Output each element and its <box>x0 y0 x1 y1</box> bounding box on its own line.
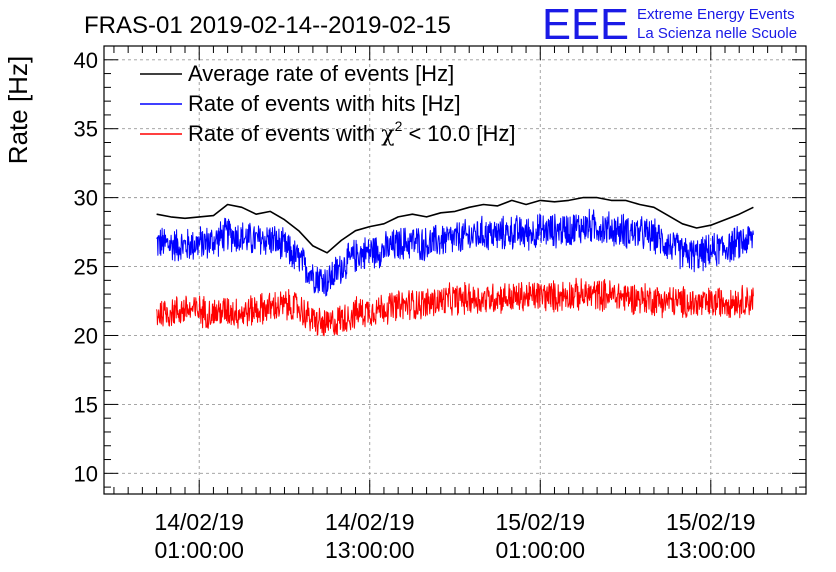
grid <box>104 46 806 494</box>
y-tick-label: 20 <box>74 323 98 348</box>
y-tick-label: 15 <box>74 392 98 417</box>
y-tick-label: 25 <box>74 255 98 280</box>
series-line-hits <box>156 208 754 297</box>
series-line-average <box>156 196 754 254</box>
x-tick-label-date: 15/02/19 <box>666 509 756 535</box>
y-tick-label: 35 <box>74 117 98 142</box>
x-tick-label-time: 13:00:00 <box>666 537 756 563</box>
y-tick-label: 10 <box>74 461 98 486</box>
legend-label-chi2-suffix: < 10.0 [Hz] <box>402 121 515 146</box>
legend-label-chi2-superscript: 2 <box>395 118 403 134</box>
legend-label-chi2: Rate of events with χ2 < 10.0 [Hz] <box>188 118 515 147</box>
x-tick-label-time: 01:00:00 <box>154 537 244 563</box>
y-tick-label: 30 <box>74 186 98 211</box>
series-line-chi2 <box>156 277 754 337</box>
chart-title: FRAS-01 2019-02-14--2019-02-15 <box>84 12 451 39</box>
x-tick-label-time: 01:00:00 <box>495 537 585 563</box>
project-name-line1: Extreme Energy Events <box>637 6 795 23</box>
x-tick-label-date: 14/02/19 <box>325 509 415 535</box>
eee-logo: EEE <box>542 0 629 49</box>
x-tick-label-date: 14/02/19 <box>154 509 244 535</box>
legend-label-chi2-prefix: Rate of events with <box>188 121 381 146</box>
legend: Average rate of events [Hz] Rate of even… <box>140 61 515 147</box>
legend-label-hits: Rate of events with hits [Hz] <box>188 91 461 116</box>
legend-label-average: Average rate of events [Hz] <box>188 61 454 86</box>
y-tick-label: 40 <box>74 48 98 73</box>
x-tick-label-date: 15/02/19 <box>495 509 585 535</box>
series-group <box>156 196 754 337</box>
x-tick-label-time: 13:00:00 <box>325 537 415 563</box>
axes: 1015202530354014/02/1901:00:0014/02/1913… <box>74 45 806 563</box>
project-name-line2: La Scienza nelle Scuole <box>637 25 797 42</box>
legend-label-chi2-symbol: χ <box>381 122 394 147</box>
y-axis-title: Rate [Hz] <box>3 56 33 164</box>
